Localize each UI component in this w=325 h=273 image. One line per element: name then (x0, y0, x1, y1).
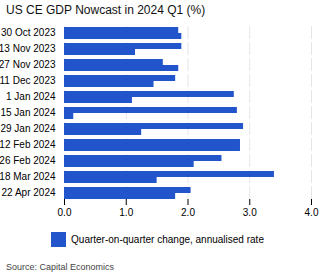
svg-text:26 Feb 2024: 26 Feb 2024 (0, 155, 56, 166)
svg-text:11 Dec 2023: 11 Dec 2023 (0, 75, 56, 86)
svg-text:12 Feb 2024: 12 Feb 2024 (0, 139, 56, 150)
html-text:US CE GDP Nowcast in 2024 Q1 (: US CE GDP Nowcast in 2024 Q1 (%) (6, 3, 206, 17)
svg-text:15 Jan 2024: 15 Jan 2024 (0, 107, 55, 118)
svg-text:1 Jan 2024: 1 Jan 2024 (6, 91, 56, 102)
svg-text:0.0: 0.0 (58, 207, 72, 218)
svg-text:4.0: 4.0 (305, 207, 319, 218)
svg-text:2.0: 2.0 (181, 207, 195, 218)
html-text:Source: Capital Economics: Source: Capital Economics (6, 262, 115, 272)
svg-text:29 Jan 2024: 29 Jan 2024 (0, 123, 55, 134)
svg-text:18 Mar 2024: 18 Mar 2024 (0, 171, 56, 182)
svg-text:22 Apr 2024: 22 Apr 2024 (2, 187, 56, 198)
svg-text:3.0: 3.0 (243, 207, 257, 218)
svg-text:13 Nov 2023: 13 Nov 2023 (0, 43, 56, 54)
svg-text:27 Nov 2023: 27 Nov 2023 (0, 59, 56, 70)
html-text:Quarter-on-quarter change, ann: Quarter-on-quarter change, annualised ra… (71, 234, 264, 245)
svg-text:1.0: 1.0 (119, 207, 133, 218)
svg-text:30 Oct 2023: 30 Oct 2023 (1, 27, 56, 38)
